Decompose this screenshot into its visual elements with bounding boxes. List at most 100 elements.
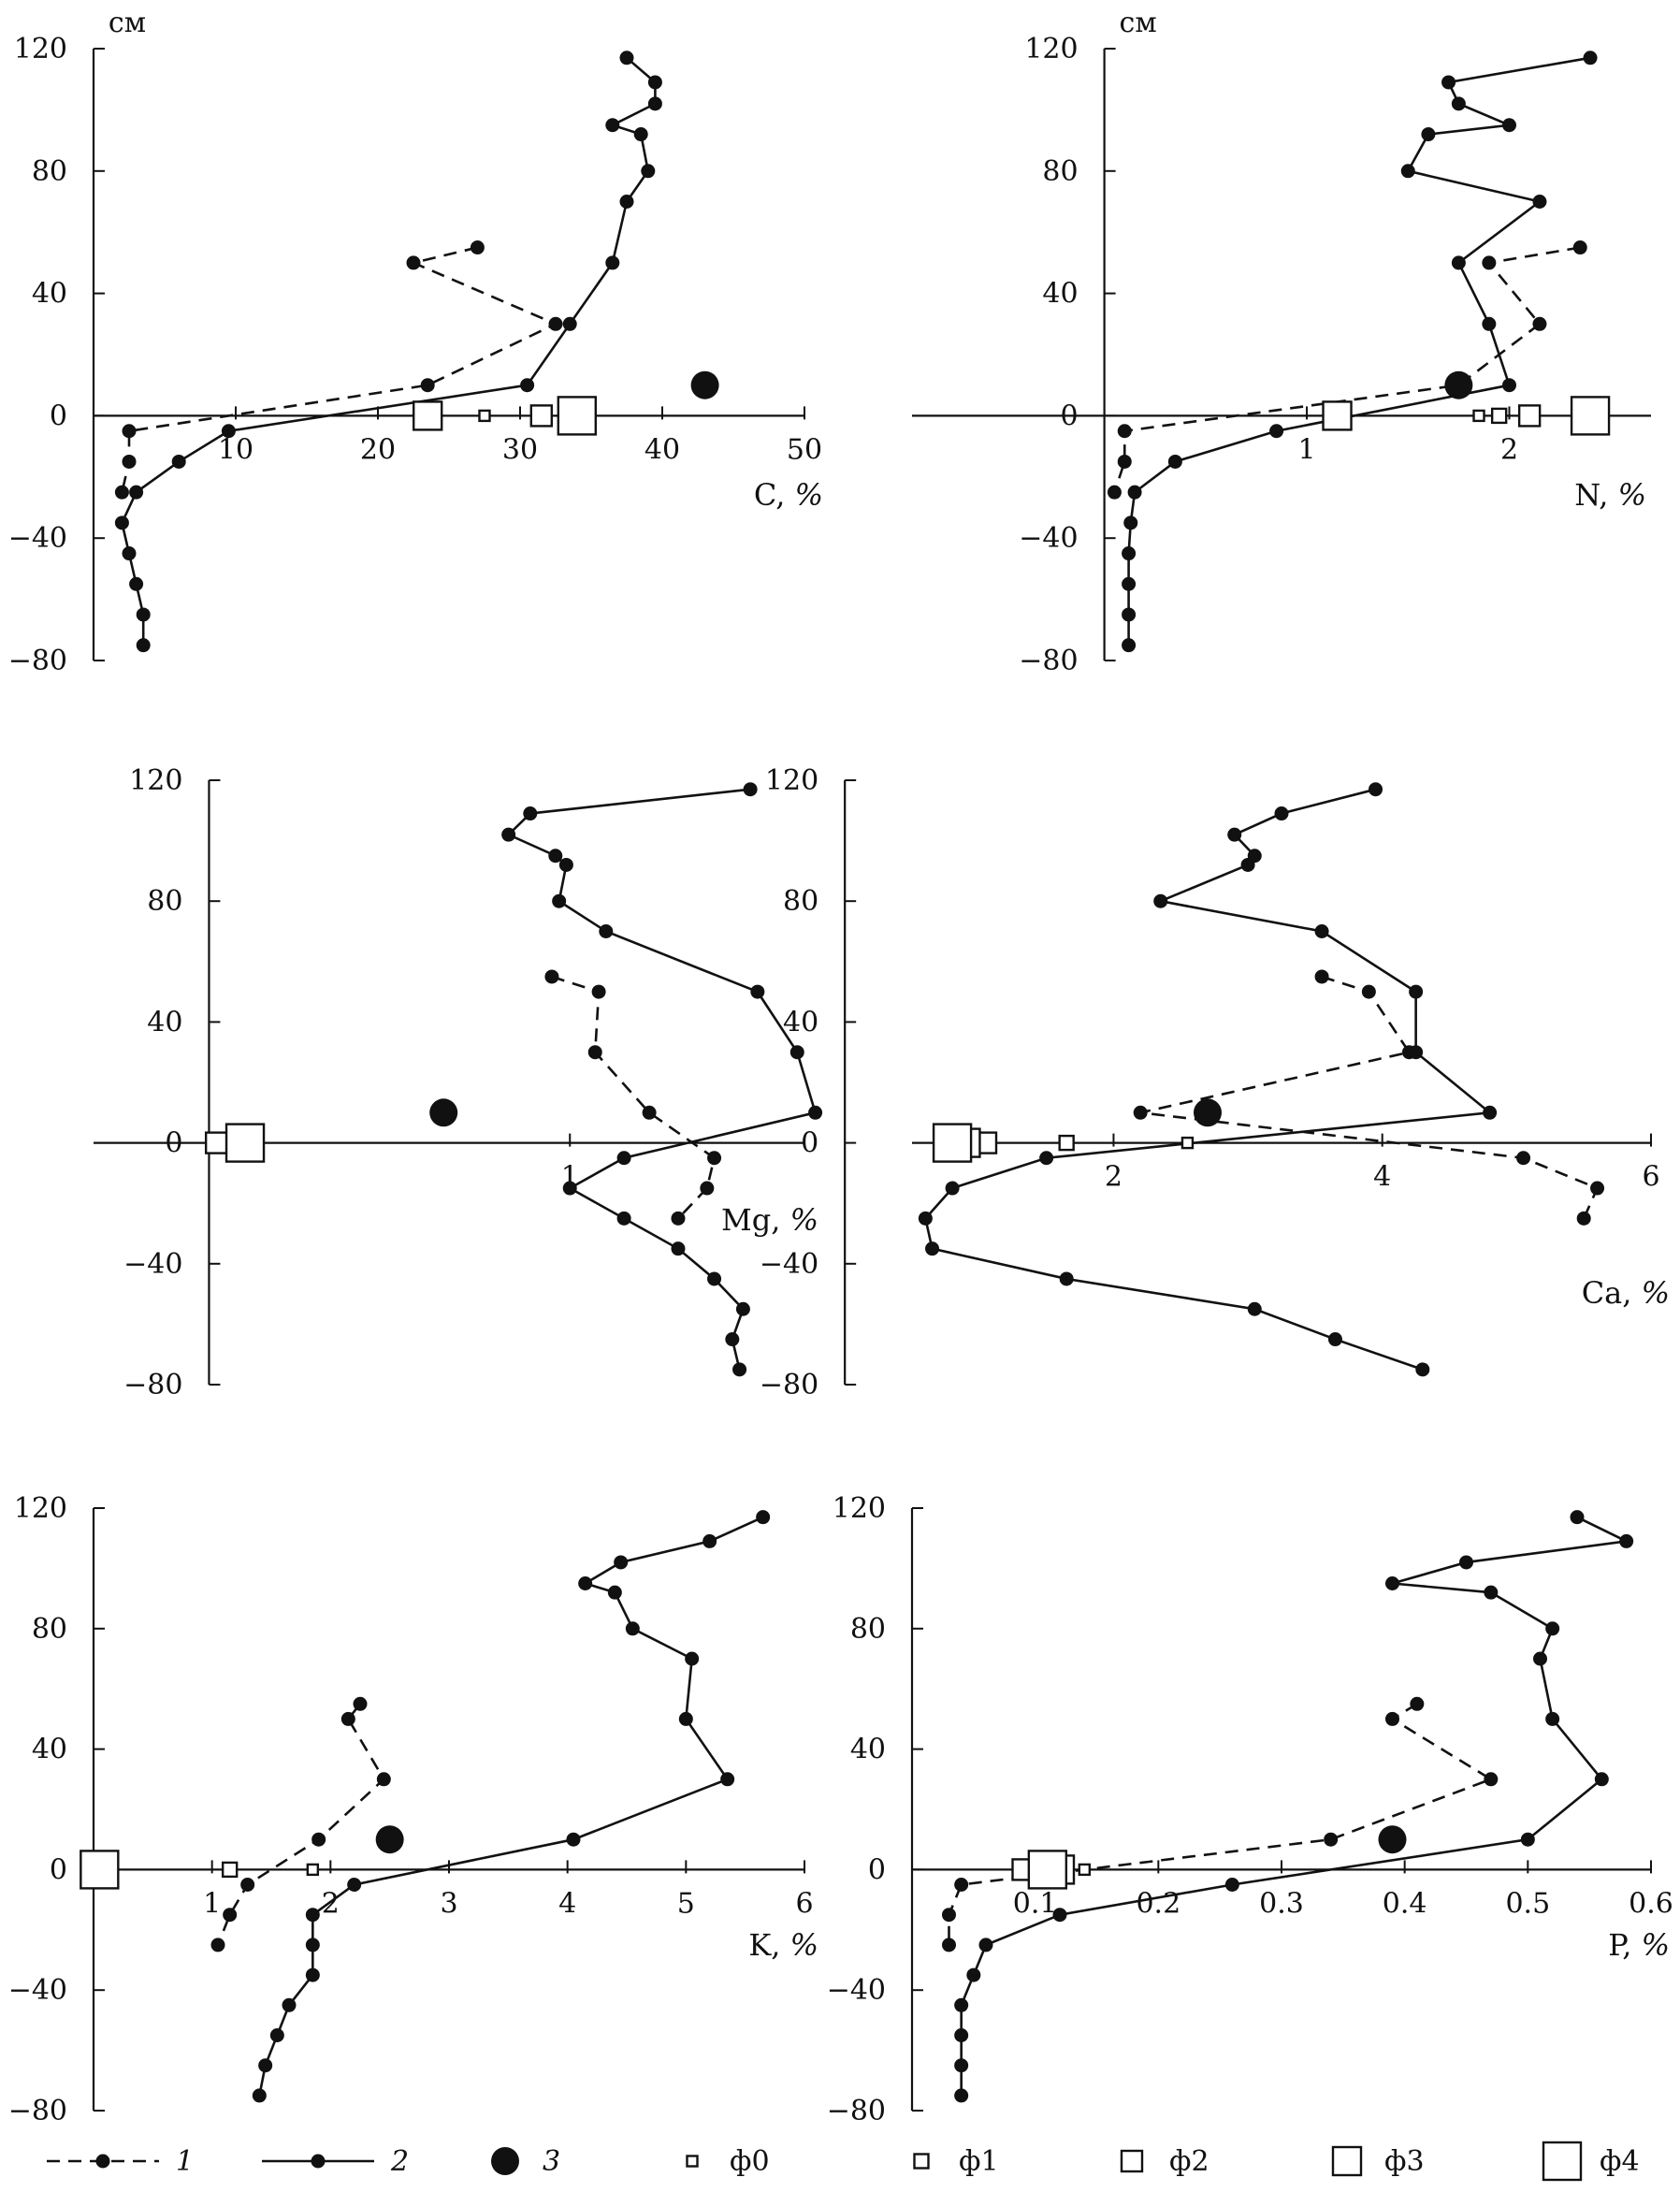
legend-label: ф4: [1600, 2145, 1640, 2178]
data-point: [429, 1098, 458, 1127]
series-line: [1127, 56, 1591, 646]
data-point: [1520, 1832, 1535, 1847]
data-point: [619, 51, 634, 65]
y-tick-label: −40: [8, 1974, 67, 2007]
data-point: [114, 485, 129, 500]
series-line: [216, 1703, 385, 1946]
y-tick-label: 120: [129, 764, 182, 797]
data-point: [171, 454, 186, 469]
series-ф4: [932, 1123, 973, 1163]
data-point: [1472, 409, 1485, 423]
data-point: [743, 782, 758, 797]
data-point: [1107, 485, 1122, 500]
series-2: [1122, 51, 1598, 653]
x-axis-label: Ca, %: [1582, 1275, 1670, 1311]
y-tick-label: 80: [32, 1613, 67, 1646]
data-point: [340, 1711, 355, 1726]
data-point: [671, 1211, 686, 1226]
series-2: [918, 782, 1498, 1377]
series-ф4: [224, 1123, 266, 1163]
data-point: [1533, 1651, 1547, 1666]
y-tick-label: 0: [1061, 399, 1079, 432]
series-ф2: [529, 404, 553, 428]
data-point: [406, 255, 421, 270]
x-tick-label: 0.4: [1383, 1887, 1427, 1920]
data-point: [1421, 127, 1436, 142]
data-point: [1400, 164, 1415, 179]
series-ф0: [1472, 409, 1485, 423]
data-point: [1240, 857, 1255, 872]
data-point: [1501, 118, 1516, 133]
data-point: [1532, 316, 1547, 331]
data-point: [1451, 96, 1466, 111]
data-point: [1153, 893, 1168, 908]
data-point: [1484, 1772, 1499, 1787]
series-3: [429, 1098, 458, 1127]
x-tick-label: 0.6: [1629, 1887, 1673, 1920]
data-point: [1117, 454, 1132, 469]
y-tick-label: 40: [147, 1006, 182, 1038]
data-point: [376, 1772, 391, 1787]
data-point: [942, 1908, 956, 1923]
series-line: [121, 56, 657, 646]
data-point: [735, 1301, 750, 1316]
series-1: [544, 969, 722, 1226]
data-point: [1269, 424, 1284, 439]
y-tick-label: 80: [1042, 155, 1078, 188]
data-point: [1570, 396, 1611, 436]
data-point: [616, 1211, 631, 1226]
y-tick-label: −80: [8, 645, 67, 677]
data-point: [1409, 984, 1424, 999]
data-point: [80, 1850, 120, 1890]
y-tick-label: −40: [1019, 522, 1078, 555]
legend-marker: [491, 2147, 519, 2175]
legend-item-ф0: ф0: [686, 2145, 770, 2178]
x-tick-label: 4: [1373, 1161, 1391, 1194]
data-point: [1167, 454, 1182, 469]
series-ф4: [1027, 1850, 1068, 1890]
y-tick-label: 120: [14, 1492, 67, 1525]
data-point: [1039, 1151, 1054, 1166]
data-point: [925, 1241, 940, 1256]
x-tick-label: 4: [558, 1887, 576, 1920]
data-point: [520, 378, 535, 393]
legend-item-ф1: ф1: [913, 2145, 999, 2178]
data-point: [557, 396, 597, 436]
data-point: [954, 1997, 969, 2012]
data-point: [954, 2058, 969, 2073]
data-point: [210, 1938, 225, 1952]
data-point: [1532, 195, 1547, 209]
data-point: [1385, 1711, 1399, 1726]
data-point: [305, 1908, 320, 1923]
legend-marker: [1120, 2149, 1144, 2173]
data-point: [1180, 1136, 1195, 1150]
legend-marker: [913, 2153, 930, 2170]
data-point: [942, 1938, 956, 1952]
x-axis-label: Mg, %: [721, 1202, 818, 1238]
x-tick-label: 0.5: [1505, 1887, 1550, 1920]
series-ф3: [413, 400, 443, 431]
data-point: [305, 1938, 320, 1952]
data-point: [1052, 1908, 1067, 1923]
data-point: [1059, 1271, 1074, 1286]
data-point: [1078, 1863, 1092, 1877]
data-point: [1058, 1134, 1075, 1152]
series-3: [690, 370, 719, 399]
data-point: [599, 924, 614, 938]
data-point: [1409, 1045, 1424, 1060]
y-tick-label: −40: [123, 1248, 182, 1281]
data-point: [282, 1997, 297, 2012]
data-point: [548, 849, 563, 864]
data-point: [347, 1878, 362, 1892]
legend-label: 2: [390, 2145, 409, 2178]
series-line: [258, 1516, 764, 2097]
data-point: [1327, 1332, 1342, 1347]
y-tick-label: 0: [50, 1853, 67, 1886]
data-point: [1361, 984, 1376, 999]
series-ф3: [1322, 400, 1353, 431]
data-point: [204, 1131, 228, 1154]
series-ф2: [1517, 404, 1542, 428]
data-point: [122, 454, 137, 469]
